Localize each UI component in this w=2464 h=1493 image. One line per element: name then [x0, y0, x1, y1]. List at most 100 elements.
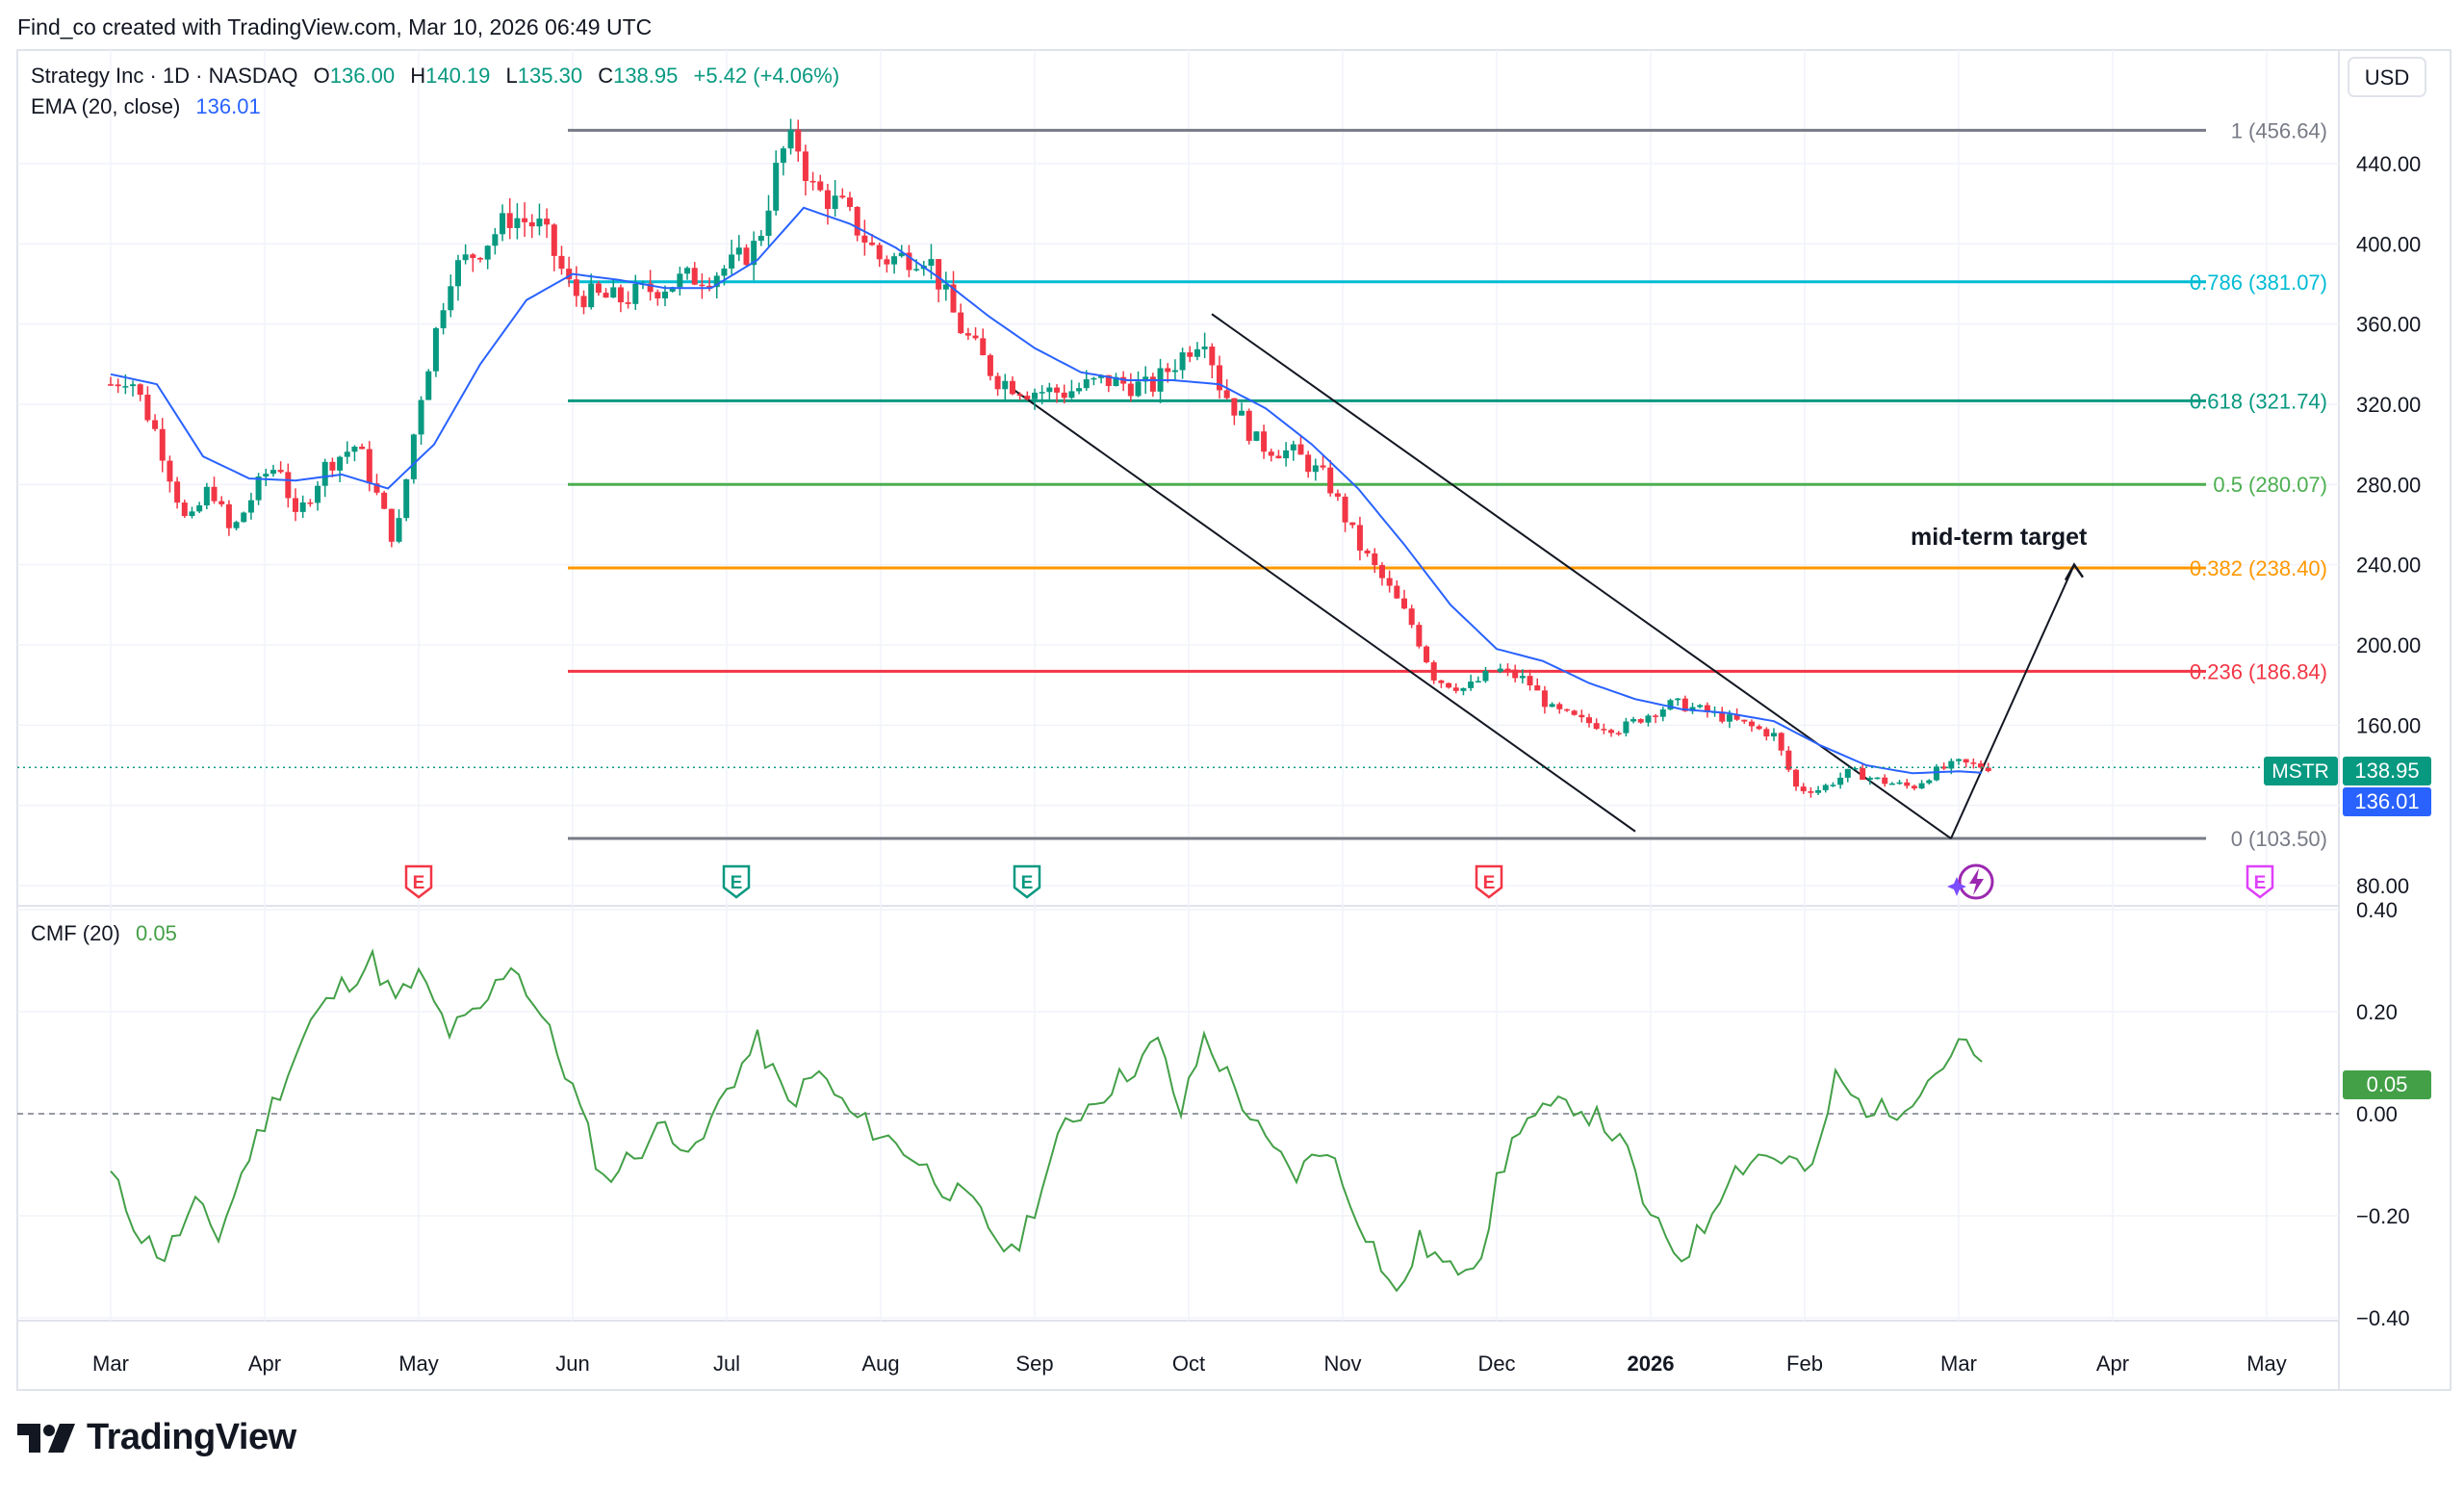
- candle-body: [729, 254, 735, 269]
- candle-body: [1874, 777, 1881, 780]
- candle-body: [662, 291, 668, 298]
- candle-body: [1356, 525, 1363, 551]
- candle-body: [1201, 347, 1208, 349]
- tradingview-logo-icon: [17, 1423, 75, 1453]
- candle-body: [247, 500, 254, 513]
- earnings-marker[interactable]: E: [2246, 864, 2274, 899]
- candle-body: [410, 434, 417, 479]
- candle-body: [861, 235, 868, 243]
- time-tick-label: Sep: [1015, 1351, 1053, 1376]
- svg-text:136.01: 136.01: [2354, 789, 2419, 813]
- candle-body: [757, 235, 764, 242]
- candle-body: [832, 195, 838, 210]
- candle-body: [315, 485, 321, 503]
- candle-body: [1830, 785, 1836, 786]
- annotation-mid-term-target[interactable]: mid-term target: [1911, 524, 2088, 551]
- time-tick-label: Mar: [92, 1351, 129, 1376]
- time-axis[interactable]: Mar Apr May Jun Jul Aug Sep Oct Nov Dec 2026 Feb Mar…: [92, 1351, 2287, 1376]
- symbol-legend[interactable]: Strategy Inc · 1D · NASDAQ O136.00 H140.…: [31, 64, 839, 88]
- candle-body: [1623, 721, 1630, 734]
- earnings-marker[interactable]: E: [1013, 864, 1041, 899]
- candle-body: [1032, 392, 1038, 399]
- candle-body: [1681, 698, 1688, 711]
- candle-body: [632, 283, 639, 304]
- ema-badge: 136.01: [2343, 787, 2431, 816]
- earnings-marker[interactable]: E: [722, 864, 751, 899]
- candle-body: [1438, 680, 1445, 683]
- candle-body: [418, 399, 424, 435]
- candle-body: [181, 502, 188, 517]
- candle-body: [1697, 705, 1704, 708]
- cmf-tick-label: 0.40: [2356, 898, 2398, 922]
- candle-body: [765, 210, 772, 236]
- cmf-line: [110, 948, 1983, 1293]
- currency-button[interactable]: USD: [2348, 57, 2426, 97]
- candle-body: [684, 268, 691, 274]
- time-tick-label: Mar: [1940, 1351, 1977, 1376]
- candle-body: [625, 302, 631, 304]
- candle-body: [1512, 669, 1519, 679]
- price-axis[interactable]: 440.00 400.00 360.00 320.00 280.00 240.00 200.…: [2356, 152, 2421, 898]
- candle-body: [1948, 760, 1955, 769]
- candle-body: [735, 247, 742, 255]
- price-tick-label: 400.00: [2356, 232, 2421, 256]
- candle-body: [617, 287, 624, 303]
- cmf-legend[interactable]: CMF (20) 0.05: [31, 921, 177, 945]
- trend-drawings[interactable]: [1011, 313, 2085, 839]
- ema-legend[interactable]: EMA (20, close) 136.01: [31, 94, 261, 118]
- candle-body: [514, 218, 521, 228]
- lightning-icon[interactable]: [1947, 863, 1994, 900]
- earnings-marker[interactable]: E: [1475, 864, 1503, 899]
- channel-lower-line[interactable]: [1011, 387, 1636, 833]
- candle-body: [263, 474, 270, 477]
- candle-body: [987, 355, 993, 376]
- price-tick-label: 280.00: [2356, 473, 2421, 497]
- candle-body: [167, 460, 173, 482]
- fibonacci-retracement[interactable]: [568, 128, 2206, 840]
- candle-body: [654, 292, 661, 298]
- candle-body: [809, 180, 816, 183]
- candle-body: [558, 255, 565, 270]
- candle-body: [1305, 454, 1312, 473]
- candle-body: [337, 456, 344, 471]
- candle-body: [1541, 690, 1548, 708]
- svg-text:MSTR: MSTR: [2272, 760, 2329, 783]
- candle-body: [1253, 431, 1260, 441]
- candle-body: [130, 384, 137, 387]
- candle-body: [329, 461, 336, 471]
- candle-body: [780, 148, 786, 164]
- cmf-axis[interactable]: 0.40 0.20 0.00 −0.20 −0.40: [2356, 898, 2410, 1330]
- candle-body: [1290, 444, 1296, 450]
- svg-text:E: E: [1021, 873, 1034, 893]
- tradingview-logo[interactable]: TradingView: [17, 1417, 296, 1458]
- candle-body: [1223, 390, 1230, 399]
- candle-body: [936, 259, 942, 290]
- channel-upper-line[interactable]: [1211, 313, 1952, 839]
- candle-body: [1726, 714, 1732, 722]
- candle-body: [699, 284, 706, 287]
- candle-body: [1342, 496, 1348, 523]
- candle-body: [1978, 763, 1985, 768]
- candle-body: [1312, 465, 1319, 473]
- candle-body: [1297, 444, 1304, 455]
- candle-body: [713, 275, 720, 288]
- time-tick-label: May: [398, 1351, 439, 1376]
- candle-body: [122, 386, 129, 388]
- projection-arrow[interactable]: [1950, 564, 2075, 839]
- candle-body: [1135, 381, 1142, 397]
- candle-body: [721, 268, 728, 276]
- candle-body: [1460, 687, 1467, 691]
- cmf-tick-label: 0.20: [2356, 1000, 2398, 1024]
- candle-body: [1490, 670, 1497, 673]
- candle-body: [691, 268, 698, 285]
- svg-text:138.95: 138.95: [2354, 759, 2419, 783]
- candle-body: [1142, 376, 1149, 382]
- candle-body: [950, 284, 957, 313]
- time-tick-label: Dec: [1477, 1351, 1515, 1376]
- candle-body: [1349, 522, 1356, 526]
- earnings-marker[interactable]: E: [404, 864, 433, 899]
- candle-body: [1113, 376, 1119, 387]
- candle-body: [1165, 368, 1171, 373]
